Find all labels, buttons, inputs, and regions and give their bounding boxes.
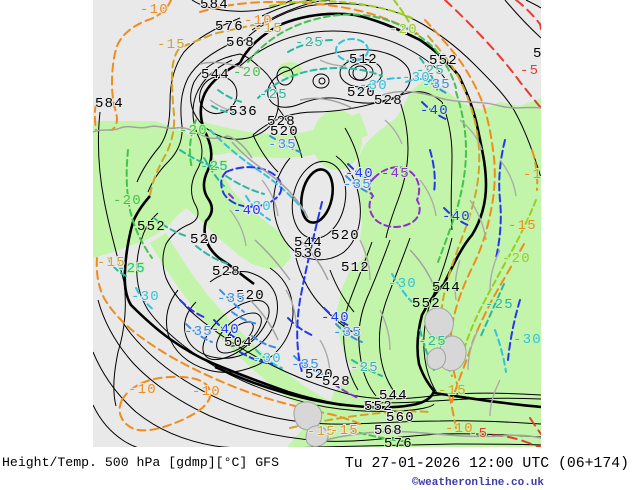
svg-text:520: 520: [190, 232, 219, 248]
svg-text:-10: -10: [128, 382, 157, 398]
svg-text:-10: -10: [523, 167, 552, 183]
svg-text:-5: -5: [520, 63, 539, 79]
svg-text:-15: -15: [330, 423, 359, 439]
svg-text:544: 544: [432, 280, 461, 296]
svg-text:Height/Temp. 500 hPa [gdmp][°C: Height/Temp. 500 hPa [gdmp][°C] GFS: [2, 455, 279, 470]
svg-text:-10: -10: [192, 384, 221, 400]
svg-text:-25: -25: [418, 334, 447, 350]
svg-text:568: 568: [374, 423, 403, 439]
svg-text:-35: -35: [184, 324, 213, 340]
svg-text:-15: -15: [254, 21, 283, 37]
svg-text:-30: -30: [359, 78, 388, 94]
svg-text:520: 520: [305, 367, 334, 383]
svg-text:-30: -30: [388, 276, 417, 292]
svg-text:-25: -25: [200, 159, 229, 175]
svg-text:-40: -40: [345, 166, 374, 182]
svg-text:528: 528: [267, 114, 296, 130]
svg-text:512: 512: [349, 52, 378, 68]
svg-text:-35: -35: [291, 357, 320, 373]
svg-text:-45: -45: [381, 166, 410, 182]
svg-text:512: 512: [341, 260, 370, 276]
svg-text:-25: -25: [416, 63, 445, 79]
svg-text:-30: -30: [253, 351, 282, 367]
svg-text:-40: -40: [420, 103, 449, 119]
svg-text:-30: -30: [402, 70, 431, 86]
svg-text:-25: -25: [117, 261, 146, 277]
svg-text:-25: -25: [259, 87, 288, 103]
svg-text:-35: -35: [422, 77, 451, 93]
svg-text:-20: -20: [502, 251, 531, 267]
svg-text:-10: -10: [244, 13, 273, 29]
svg-text:-20: -20: [389, 22, 418, 38]
svg-text:-15: -15: [157, 37, 186, 53]
svg-text:536: 536: [229, 104, 258, 120]
svg-text:-30: -30: [131, 289, 160, 305]
svg-text:552: 552: [137, 219, 166, 235]
svg-text:-25: -25: [295, 35, 324, 51]
svg-text:-35: -35: [268, 137, 297, 153]
svg-text:520: 520: [236, 288, 265, 304]
svg-text:-30: -30: [513, 332, 542, 348]
svg-text:-5: -5: [469, 426, 488, 442]
svg-text:-40: -40: [442, 209, 471, 225]
svg-text:576: 576: [384, 436, 413, 452]
svg-text:544: 544: [201, 67, 230, 83]
svg-text:584: 584: [200, 0, 229, 13]
svg-text:552: 552: [412, 296, 441, 312]
svg-text:-10: -10: [140, 2, 169, 18]
svg-text:-35: -35: [333, 325, 362, 341]
svg-text:Tu 27-01-2026 12:00 UTC (06+17: Tu 27-01-2026 12:00 UTC (06+174): [345, 456, 629, 472]
svg-text:544: 544: [294, 235, 323, 251]
svg-text:576: 576: [215, 19, 244, 35]
svg-text:552: 552: [364, 399, 393, 415]
svg-text:544: 544: [379, 388, 408, 404]
svg-text:504: 504: [224, 335, 253, 351]
svg-text:-20: -20: [113, 193, 142, 209]
svg-text:-35: -35: [217, 291, 246, 307]
svg-text:-25: -25: [485, 297, 514, 313]
svg-text:-15: -15: [97, 255, 126, 271]
svg-text:-40: -40: [233, 203, 262, 219]
svg-text:584: 584: [95, 96, 124, 112]
svg-text:-25: -25: [350, 360, 379, 376]
svg-text:-10: -10: [445, 421, 474, 437]
svg-text:-30: -30: [243, 199, 272, 215]
svg-text:520: 520: [347, 85, 376, 101]
svg-text:560: 560: [386, 410, 415, 426]
svg-text:-15: -15: [438, 383, 467, 399]
svg-text:-40: -40: [211, 322, 240, 338]
svg-text:528: 528: [322, 374, 351, 390]
svg-text:520: 520: [331, 228, 360, 244]
svg-text:552: 552: [429, 53, 458, 69]
svg-text:528: 528: [374, 93, 403, 109]
svg-text:-20: -20: [179, 123, 208, 139]
svg-text:-15: -15: [307, 424, 336, 440]
svg-text:©weatheronline.co.uk: ©weatheronline.co.uk: [412, 477, 544, 489]
svg-text:528: 528: [212, 264, 241, 280]
svg-text:-35: -35: [343, 177, 372, 193]
svg-text:-20: -20: [233, 65, 262, 81]
svg-text:568: 568: [226, 35, 255, 51]
svg-text:-40: -40: [321, 310, 350, 326]
svg-text:5: 5: [533, 46, 543, 62]
svg-text:-15: -15: [508, 218, 537, 234]
svg-text:520: 520: [270, 124, 299, 140]
svg-text:536: 536: [294, 246, 323, 262]
